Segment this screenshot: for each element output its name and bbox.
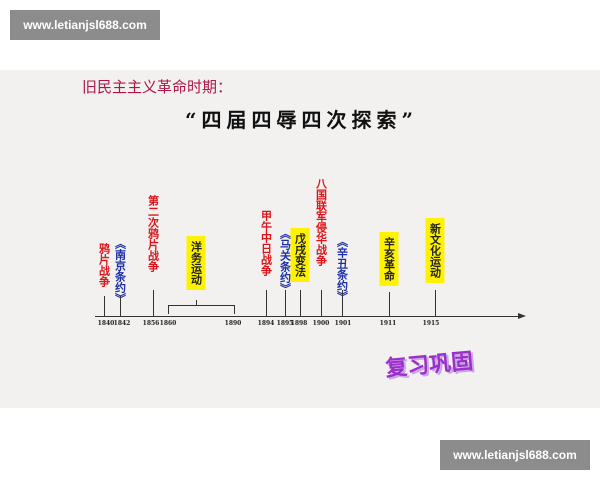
event-label: 《南京条约》 bbox=[113, 238, 127, 304]
event-label: 鸦片战争 bbox=[97, 243, 111, 287]
axis-arrow-icon bbox=[518, 313, 526, 319]
event-stem bbox=[196, 300, 197, 305]
period-bracket bbox=[168, 305, 235, 314]
year-label: 1860 bbox=[159, 320, 177, 327]
event-stem bbox=[104, 296, 105, 316]
year-label: 1901 bbox=[334, 320, 352, 327]
event-label: 甲午中日战争 bbox=[259, 210, 273, 276]
year-label: 1842 bbox=[113, 320, 131, 327]
event-label: 《马关条约》 bbox=[278, 228, 292, 294]
year-label: 1911 bbox=[379, 320, 397, 327]
year-label: 1890 bbox=[224, 320, 242, 327]
watermark-bottom: www.letianjsl688.com bbox=[440, 440, 590, 470]
event-stem bbox=[321, 290, 322, 316]
year-label: 1856 bbox=[142, 320, 160, 327]
event-label: 第二次鸦片战争 bbox=[146, 195, 160, 272]
event-label: 戊戌变法 bbox=[290, 228, 310, 282]
event-label: 洋务运动 bbox=[186, 236, 206, 290]
year-label: 1894 bbox=[257, 320, 275, 327]
event-stem bbox=[435, 290, 436, 316]
event-stem bbox=[300, 290, 301, 316]
slide-title: “四届四辱四次探索” bbox=[185, 108, 419, 132]
year-label: 1895 bbox=[276, 320, 294, 327]
year-label: 1898 bbox=[290, 320, 308, 327]
event-label: 八国联军侵华战争 bbox=[314, 178, 328, 266]
year-label: 1900 bbox=[312, 320, 330, 327]
event-label: 《辛丑条约》 bbox=[335, 236, 349, 302]
event-stem bbox=[342, 290, 343, 316]
event-stem bbox=[266, 290, 267, 316]
event-stem bbox=[389, 292, 390, 316]
year-label: 1915 bbox=[422, 320, 440, 327]
year-label: 1840 bbox=[97, 320, 115, 327]
event-stem bbox=[120, 296, 121, 316]
period-subtitle: 旧民主主义革命时期： bbox=[82, 78, 233, 96]
event-label: 辛亥革命 bbox=[379, 232, 399, 286]
event-label: 新文化运动 bbox=[425, 218, 445, 283]
event-stem bbox=[285, 290, 286, 316]
watermark-top: www.letianjsl688.com bbox=[10, 10, 160, 40]
event-stem bbox=[153, 290, 154, 316]
timeline-axis bbox=[95, 316, 520, 317]
